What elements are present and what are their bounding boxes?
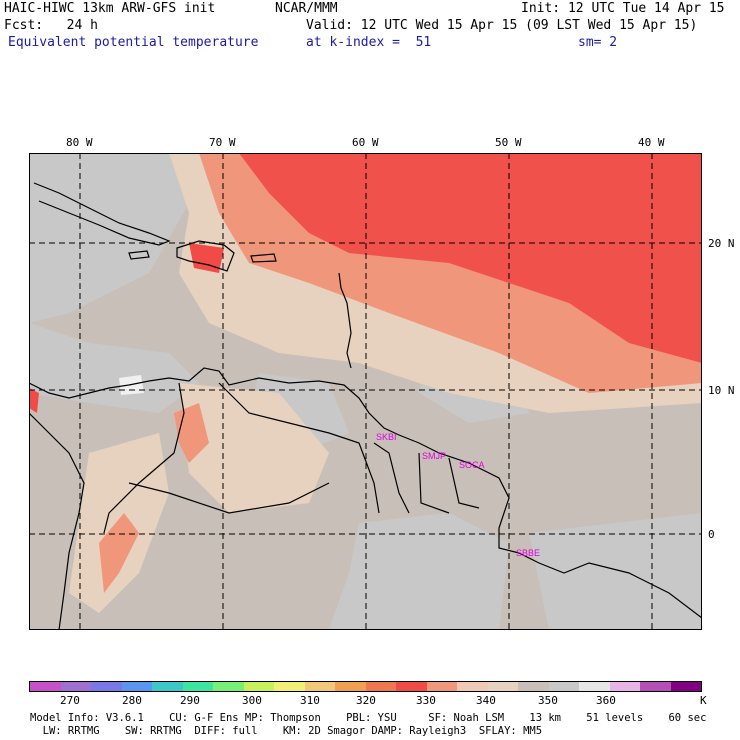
colorbar-swatch <box>640 682 671 691</box>
map-frame <box>29 153 702 630</box>
model-info-line2: LW: RRTMG SW: RRTMG DIFF: full KM: 2D Sm… <box>30 725 543 737</box>
colorbar-label: 300 <box>242 694 262 707</box>
colorbar-label: 320 <box>356 694 376 707</box>
colorbar-label: 360 <box>596 694 616 707</box>
colorbar-swatch <box>365 682 396 691</box>
colorbar-label: 280 <box>122 694 142 707</box>
colorbar-swatch <box>152 682 183 691</box>
colorbar-swatch <box>30 682 61 691</box>
org-label: NCAR/MMM <box>275 1 338 16</box>
field-band-320-330 <box>189 243 224 273</box>
colorbar-swatch <box>274 682 305 691</box>
colorbar-label: 340 <box>476 694 496 707</box>
field-band-350-360 <box>29 153 189 323</box>
colorbar-swatch <box>60 682 91 691</box>
theta-e-map: SKBI SMJP SOCA SBBE <box>29 153 702 630</box>
coastlines <box>29 182 702 630</box>
colorbar-label: K <box>700 694 707 707</box>
colorbar-swatch <box>121 682 152 691</box>
lon-label: 70 W <box>209 136 236 149</box>
colorbar-label: 350 <box>538 694 558 707</box>
colorbar-swatch <box>457 682 488 691</box>
colorbar-swatch <box>426 682 457 691</box>
field-band-350-360 <box>329 513 509 630</box>
colorbar <box>29 681 702 692</box>
colorbar-swatch <box>579 682 610 691</box>
field-band-320-330 <box>29 388 39 413</box>
colorbar-swatch <box>548 682 579 691</box>
station-label: SMJP <box>422 451 446 461</box>
colorbar-swatch <box>396 682 427 691</box>
colorbar-swatch <box>182 682 213 691</box>
field-band-350-360 <box>529 513 702 630</box>
colorbar-swatch <box>518 682 549 691</box>
field-name: Equivalent potential temperature <box>8 35 259 50</box>
colorbar-label: 310 <box>300 694 320 707</box>
colorbar-swatch <box>243 682 274 691</box>
colorbar-label: 270 <box>60 694 80 707</box>
init-time: Init: 12 UTC Tue 14 Apr 15 <box>521 1 725 16</box>
lat-label: 0 <box>708 528 715 541</box>
level-label: at k-index = 51 <box>306 35 432 50</box>
station-label: SBBE <box>516 548 540 558</box>
lon-label: 50 W <box>495 136 522 149</box>
colorbar-swatch <box>609 682 640 691</box>
field-band-340-350 <box>179 383 329 513</box>
colorbar-swatch <box>304 682 335 691</box>
station-label: SOCA <box>459 460 485 470</box>
colorbar-swatch <box>670 682 701 691</box>
field-band-320-330 <box>239 153 702 363</box>
colorbar-swatch <box>487 682 518 691</box>
colorbar-swatch <box>335 682 366 691</box>
colorbar-swatch <box>213 682 244 691</box>
model-info-line1: Model Info: V3.6.1 CU: G-F Ens MP: Thomp… <box>30 712 707 724</box>
model-title: HAIC-HIWC 13km ARW-GFS init <box>4 1 216 16</box>
lat-lon-grid <box>29 153 702 630</box>
colorbar-swatch <box>91 682 122 691</box>
valid-time: Valid: 12 UTC Wed 15 Apr 15 (09 LST Wed … <box>306 18 698 33</box>
colorbar-label: 290 <box>180 694 200 707</box>
lat-label: 10 N <box>708 384 735 397</box>
field-band-330-340 <box>99 513 139 593</box>
lon-label: 40 W <box>638 136 665 149</box>
forecast-hour: Fcst: 24 h <box>4 18 98 33</box>
smoothing-label: sm= 2 <box>578 35 618 50</box>
lon-label: 60 W <box>352 136 379 149</box>
lon-label: 80 W <box>66 136 93 149</box>
station-label: SKBI <box>376 432 397 442</box>
colorbar-label: 330 <box>416 694 436 707</box>
lat-label: 20 N <box>708 237 735 250</box>
